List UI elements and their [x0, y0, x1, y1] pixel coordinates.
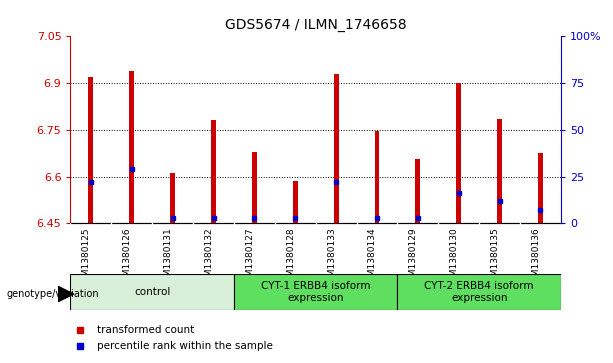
Text: genotype/variation: genotype/variation [6, 289, 99, 299]
Text: GSM1380135: GSM1380135 [490, 227, 500, 288]
Text: control: control [134, 287, 170, 297]
Text: transformed count: transformed count [97, 325, 195, 335]
Text: GSM1380134: GSM1380134 [368, 227, 377, 288]
Bar [397, 274, 561, 310]
Bar [88, 77, 93, 223]
Bar [333, 74, 338, 223]
Text: GSM1380129: GSM1380129 [409, 227, 418, 288]
Bar [293, 181, 298, 223]
Bar [129, 70, 134, 223]
Polygon shape [58, 286, 74, 302]
Bar [211, 121, 216, 223]
Text: CYT-1 ERBB4 isoform
expression: CYT-1 ERBB4 isoform expression [261, 281, 370, 303]
Bar [70, 274, 234, 310]
Text: GSM1380133: GSM1380133 [327, 227, 336, 288]
Text: GSM1380130: GSM1380130 [450, 227, 459, 288]
Bar [252, 152, 257, 223]
Bar [456, 83, 461, 223]
Bar [234, 274, 397, 310]
Text: GSM1380131: GSM1380131 [164, 227, 173, 288]
Text: GSM1380126: GSM1380126 [123, 227, 132, 288]
Text: GSM1380125: GSM1380125 [82, 227, 91, 288]
Text: CYT-2 ERBB4 isoform
expression: CYT-2 ERBB4 isoform expression [424, 281, 534, 303]
Bar [538, 153, 543, 223]
Text: GSM1380136: GSM1380136 [531, 227, 541, 288]
Bar [170, 174, 175, 223]
Bar [375, 131, 379, 223]
Text: GSM1380128: GSM1380128 [286, 227, 295, 288]
Bar [416, 159, 421, 223]
Text: GSM1380127: GSM1380127 [245, 227, 254, 288]
Title: GDS5674 / ILMN_1746658: GDS5674 / ILMN_1746658 [225, 19, 406, 33]
Text: GSM1380132: GSM1380132 [205, 227, 213, 288]
Bar [497, 119, 502, 223]
Text: percentile rank within the sample: percentile rank within the sample [97, 340, 273, 351]
